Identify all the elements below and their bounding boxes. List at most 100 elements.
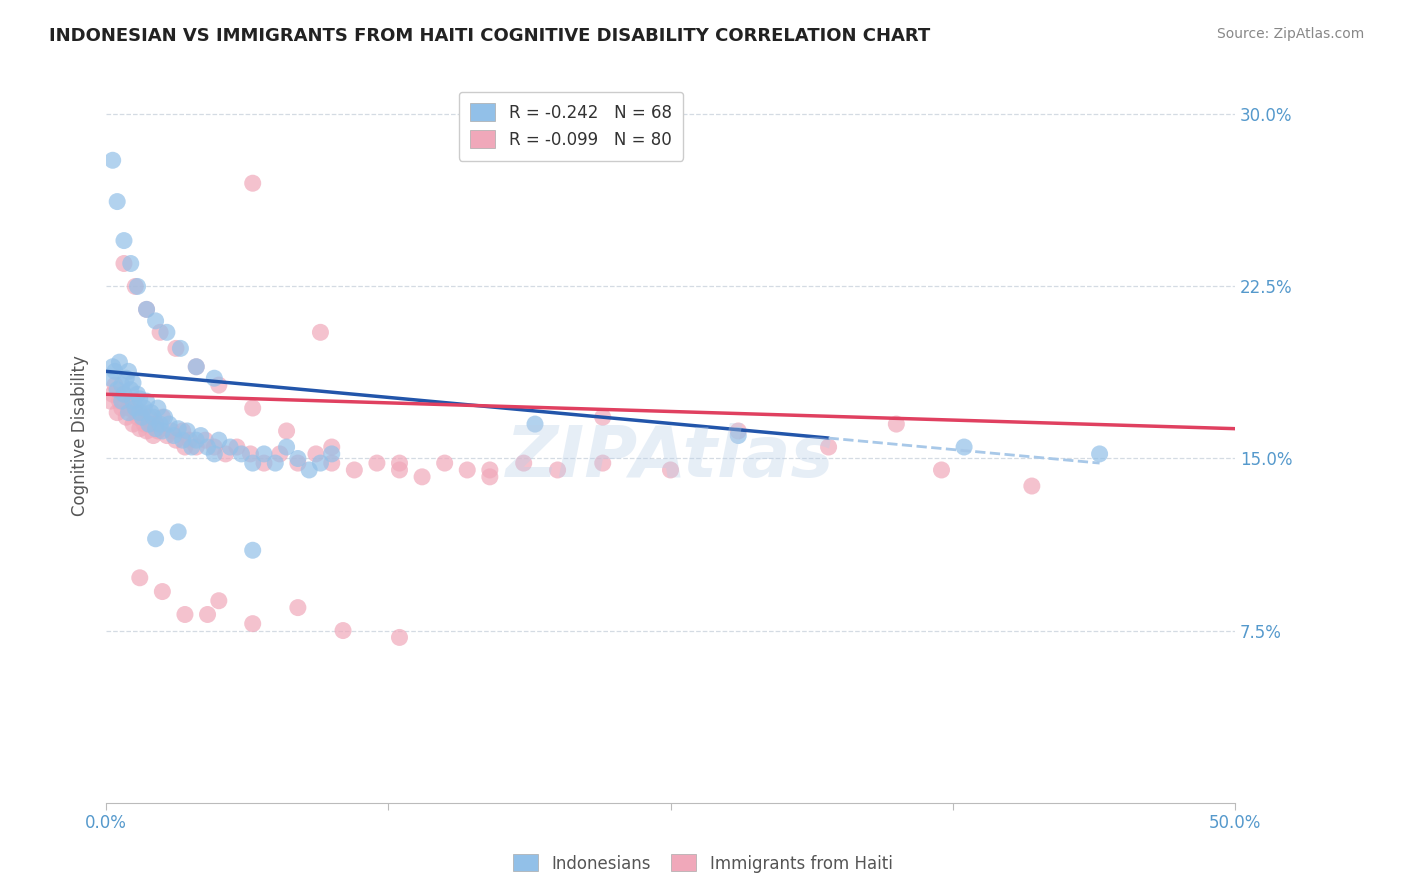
Point (512, 456, 534, 470)
Point (180, 440, 202, 454)
Point (101, 359, 124, 374)
Point (135, 302, 157, 317)
Point (953, 440, 976, 454)
Point (128, 422, 150, 436)
Point (172, 424, 194, 438)
Point (150, 410, 173, 425)
Point (165, 433, 187, 447)
Point (127, 279, 149, 293)
Point (186, 359, 208, 374)
Point (112, 234, 135, 248)
Point (174, 440, 197, 454)
Point (163, 428, 186, 442)
Point (145, 422, 167, 436)
Point (817, 440, 839, 454)
Point (153, 410, 176, 425)
Point (112, 256, 135, 270)
Point (105, 194, 128, 209)
Point (727, 424, 749, 438)
Point (120, 383, 142, 397)
Point (108, 355, 131, 369)
Point (111, 394, 134, 409)
Point (276, 424, 298, 438)
Point (478, 463, 501, 477)
Point (202, 371, 225, 385)
Point (172, 433, 194, 447)
Point (117, 406, 139, 420)
Point (142, 428, 165, 442)
Y-axis label: Cognitive Disability: Cognitive Disability (72, 355, 89, 516)
Point (115, 371, 138, 385)
Point (165, 342, 187, 356)
Point (160, 424, 183, 438)
Point (276, 440, 298, 454)
Point (138, 410, 160, 425)
Point (146, 401, 169, 415)
Point (156, 428, 179, 442)
Point (287, 600, 309, 615)
Point (117, 364, 139, 378)
Point (366, 456, 388, 470)
Point (134, 401, 156, 415)
Point (131, 410, 153, 425)
Point (253, 456, 276, 470)
Point (343, 463, 366, 477)
Point (321, 447, 343, 461)
Point (105, 406, 128, 420)
Point (120, 256, 142, 270)
Point (139, 417, 162, 431)
Legend: Indonesians, Immigrants from Haiti: Indonesians, Immigrants from Haiti (506, 847, 900, 880)
Point (145, 532, 167, 546)
Point (264, 456, 287, 470)
Point (202, 447, 225, 461)
Legend: R = -0.242   N = 68, R = -0.099   N = 80: R = -0.242 N = 68, R = -0.099 N = 80 (458, 92, 683, 161)
Point (131, 406, 153, 420)
Point (411, 470, 433, 484)
Point (190, 428, 212, 442)
Point (242, 456, 264, 470)
Point (105, 383, 128, 397)
Point (524, 417, 547, 431)
Point (305, 447, 328, 461)
Point (124, 401, 146, 415)
Point (225, 440, 247, 454)
Point (150, 424, 173, 438)
Point (186, 433, 208, 447)
Point (197, 440, 219, 454)
Point (1088, 447, 1111, 461)
Point (120, 394, 142, 409)
Point (104, 364, 127, 378)
Point (208, 433, 231, 447)
Point (208, 593, 231, 607)
Point (167, 524, 190, 539)
Point (433, 456, 456, 470)
Point (124, 406, 146, 420)
Point (197, 607, 219, 622)
Point (592, 456, 614, 470)
Point (456, 463, 478, 477)
Point (139, 406, 162, 420)
Point (242, 616, 264, 631)
Point (253, 447, 276, 461)
Point (167, 422, 190, 436)
Point (388, 463, 411, 477)
Point (134, 417, 156, 431)
Point (186, 359, 208, 374)
Point (176, 424, 198, 438)
Point (321, 440, 343, 454)
Point (150, 584, 173, 599)
Point (128, 571, 150, 585)
Point (145, 417, 167, 431)
Point (219, 440, 242, 454)
Text: ZIPAtlas: ZIPAtlas (506, 423, 835, 492)
Point (111, 378, 134, 392)
Point (128, 406, 150, 420)
Point (592, 410, 614, 425)
Point (242, 401, 264, 415)
Point (231, 447, 253, 461)
Point (108, 394, 131, 409)
Point (727, 428, 749, 442)
Point (174, 607, 197, 622)
Point (115, 410, 138, 425)
Point (101, 387, 124, 401)
